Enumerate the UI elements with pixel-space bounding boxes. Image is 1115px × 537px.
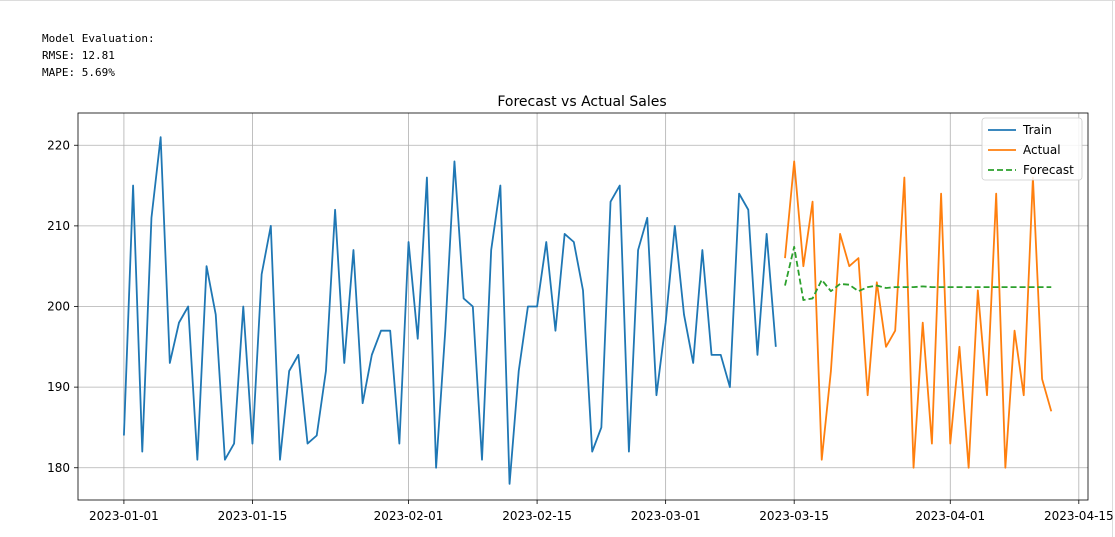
evaluation-heading: Model Evaluation: — [42, 32, 155, 45]
x-tick-label: 2023-04-15 — [1044, 509, 1114, 523]
x-tick-label: 2023-01-01 — [89, 509, 159, 523]
legend-label-actual: Actual — [1023, 143, 1061, 157]
rmse-text: RMSE: 12.81 — [42, 49, 115, 62]
page-border-right — [1112, 0, 1113, 537]
legend-box — [981, 117, 1083, 181]
x-tick-label: 2023-02-01 — [374, 509, 444, 523]
page-border-top — [0, 0, 1115, 1]
series-layer — [123, 136, 1053, 485]
x-tick-label: 2023-03-01 — [631, 509, 701, 523]
series-line-train — [123, 136, 777, 485]
series-line-forecast — [784, 245, 1052, 301]
ticks-layer: 2023-01-01 2023-01-15 2023-02-01 2023-02-15… — [47, 138, 1114, 523]
y-tick-label: 180 — [47, 461, 70, 475]
legend-label-train: Train — [1022, 123, 1052, 137]
x-tick-label: 2023-01-15 — [218, 509, 288, 523]
y-tick-label: 220 — [47, 138, 70, 152]
x-tick-label: 2023-03-15 — [759, 509, 829, 523]
x-tick-label: 2023-04-01 — [915, 509, 985, 523]
y-tick-label: 190 — [47, 380, 70, 394]
mape-text: MAPE: 5.69% — [42, 66, 115, 79]
series-line-actual — [784, 160, 1053, 469]
x-tick-label: 2023-02-15 — [502, 509, 572, 523]
legend: Train Actual Forecast — [981, 117, 1083, 181]
chart-title: Forecast vs Actual Sales — [497, 94, 666, 110]
y-tick-label: 200 — [47, 300, 70, 314]
legend-label-forecast: Forecast — [1023, 163, 1074, 177]
model-evaluation-output: Model Evaluation: RMSE: 12.81 MAPE: 5.69% — [42, 30, 155, 81]
y-tick-label: 210 — [47, 219, 70, 233]
